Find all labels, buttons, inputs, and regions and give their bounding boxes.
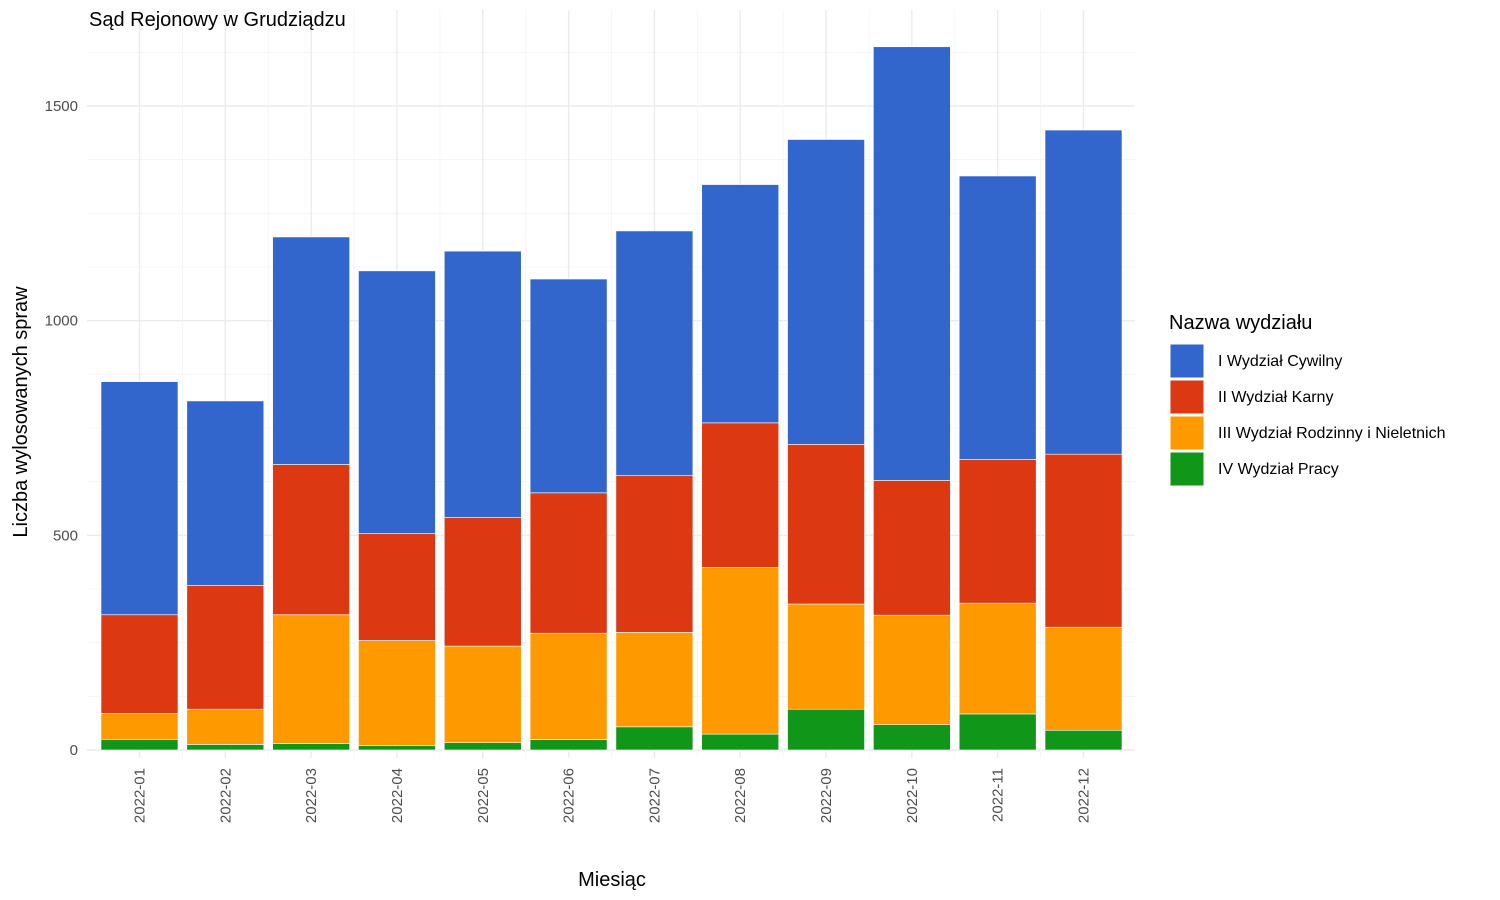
bar-segment [615, 726, 694, 751]
bar-segment [100, 614, 179, 714]
bar-segment [701, 567, 780, 735]
x-tick-label: 2022-09 [818, 768, 835, 823]
bar-segment [358, 745, 436, 751]
bar-segment [529, 739, 608, 751]
bar-segment [443, 517, 522, 647]
bar-segment [186, 585, 265, 710]
y-tick-label: 500 [53, 527, 78, 544]
bar-segment [873, 480, 951, 616]
x-axis-ticks: 2022-01 2022-02 2022-03 2022-04 2022-05 2022-… [132, 768, 1093, 823]
y-axis-title: Liczba wylosowanych spraw [10, 286, 32, 538]
x-tick-label: 2022-06 [561, 768, 578, 823]
bar-segment [272, 614, 350, 744]
bar-segment [358, 270, 436, 534]
legend-label: I Wydział Cywilny [1218, 353, 1342, 370]
x-tick-label: 2022-01 [132, 768, 149, 823]
bar-segment [958, 175, 1037, 460]
bar-segment [443, 645, 522, 744]
bar-segment [272, 236, 350, 465]
x-tick-label: 2022-10 [904, 768, 921, 823]
legend: Nazwa wydziału I Wydział Cywilny II Wydzi… [1169, 312, 1446, 487]
bar-segment [615, 230, 694, 476]
y-tick-label: 1500 [45, 98, 78, 115]
bar-segment [100, 713, 179, 740]
bar-segment [100, 738, 179, 751]
bar-segment [358, 533, 436, 641]
chart-title: Sąd Rejonowy w Grudziądzu [89, 9, 346, 31]
legend-label: IV Wydział Pracy [1218, 461, 1339, 478]
bar-segment [787, 603, 865, 710]
bar-segment [701, 733, 780, 751]
x-tick-label: 2022-11 [990, 768, 1007, 822]
x-tick-label: 2022-07 [646, 768, 663, 823]
bar-segment [186, 400, 265, 586]
bar-segment [615, 632, 694, 728]
bar-segment [873, 46, 951, 481]
bar-segment [1044, 129, 1123, 455]
bar-segment [701, 184, 780, 424]
bar-segment [1044, 453, 1123, 628]
bars [100, 46, 1123, 751]
legend-key [1169, 451, 1205, 487]
x-axis-title: Miesiąc [578, 869, 646, 891]
bar-segment [873, 614, 951, 725]
x-tick-label: 2022-02 [217, 768, 234, 823]
bar-segment [272, 743, 350, 751]
x-tick-label: 2022-05 [475, 768, 492, 823]
bar-segment [615, 475, 694, 633]
bar-segment [958, 602, 1037, 715]
bar-segment [272, 464, 350, 616]
bar-segment [787, 708, 865, 751]
legend-title: Nazwa wydziału [1169, 312, 1312, 334]
bar-segment [100, 381, 179, 616]
bar-segment [443, 250, 522, 518]
bar-segment [958, 713, 1037, 751]
x-tick-label: 2022-08 [732, 768, 749, 823]
bar-segment [358, 640, 436, 747]
bar-segment [787, 139, 865, 445]
legend-label: III Wydział Rodzinny i Nieletnich [1218, 425, 1446, 442]
y-tick-label: 1000 [45, 313, 78, 330]
y-axis-ticks: 0 500 1000 1500 [45, 98, 78, 759]
x-tick-label: 2022-03 [303, 768, 320, 823]
bar-segment [1044, 729, 1123, 751]
bar-segment [787, 444, 865, 605]
bar-segment [529, 278, 608, 494]
bar-segment [186, 708, 265, 745]
x-tick-label: 2022-04 [389, 768, 406, 823]
bar-segment [529, 492, 608, 634]
bar-segment [443, 742, 522, 751]
bar-segment [701, 422, 780, 568]
y-tick-label: 0 [70, 742, 78, 759]
legend-key [1169, 343, 1205, 379]
bar-segment [186, 744, 265, 751]
bar-segment [1044, 626, 1123, 731]
legend-label: II Wydział Karny [1218, 389, 1333, 406]
legend-key [1169, 415, 1205, 451]
bar-segment [529, 632, 608, 740]
x-tick-label: 2022-12 [1076, 768, 1093, 823]
bar-segment [873, 724, 951, 751]
legend-key [1169, 379, 1205, 415]
bar-segment [958, 459, 1037, 604]
